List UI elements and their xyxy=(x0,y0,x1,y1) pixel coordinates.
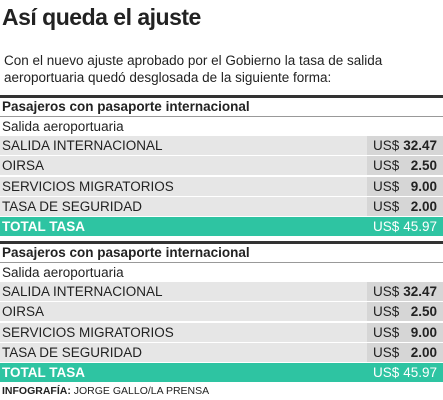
currency: US$ xyxy=(373,198,400,214)
amount: 2.00 xyxy=(410,344,437,360)
footer-label: INFOGRAFÍA: xyxy=(2,385,71,397)
fee-row: TASA DE SEGURIDAD US$ 2.00 xyxy=(0,196,443,216)
currency: US$ xyxy=(373,158,400,174)
currency: US$ xyxy=(373,324,400,340)
section-subheading: Salida aeroportuaria xyxy=(2,265,124,280)
intro: Con el nuevo ajuste aprobado por el Gobi… xyxy=(4,53,383,85)
fee-row: SERVICIOS MIGRATORIOS US$ 9.00 xyxy=(0,176,443,196)
fee-row: OIRSA US$ 2.50 xyxy=(0,302,443,322)
amount-cell: US$ 45.97 xyxy=(367,363,443,383)
amount-cell: US$ 32.47 xyxy=(367,136,443,155)
fee-row: SALIDA INTERNACIONAL US$ 32.47 xyxy=(0,282,443,301)
amount: 32.47 xyxy=(403,284,437,299)
amount-cell: US$ 45.97 xyxy=(367,217,443,237)
amount: 45.97 xyxy=(403,365,437,381)
table-section: Pasajeros con pasaporte internacional Sal… xyxy=(0,95,443,237)
amount-cell: US$ 2.50 xyxy=(367,156,443,176)
amount: 9.00 xyxy=(410,324,437,340)
fee-name: TOTAL TASA xyxy=(2,365,85,381)
fee-name: SERVICIOS MIGRATORIOS xyxy=(2,324,174,340)
fee-name: TASA DE SEGURIDAD xyxy=(2,198,143,214)
currency: US$ xyxy=(373,219,400,235)
total-row: TOTAL TASA US$ 45.97 xyxy=(0,363,443,383)
amount-cell: US$ 2.00 xyxy=(367,342,443,362)
amount: 9.00 xyxy=(410,178,437,194)
currency: US$ xyxy=(373,284,400,299)
currency: US$ xyxy=(373,138,400,153)
amount: 2.00 xyxy=(410,198,437,214)
amount: 45.97 xyxy=(403,219,437,235)
fee-name: SERVICIOS MIGRATORIOS xyxy=(2,178,174,194)
amount-cell: US$ 9.00 xyxy=(367,176,443,196)
fee-row: OIRSA US$ 2.50 xyxy=(0,156,443,176)
section-heading: Pasajeros con pasaporte internacional xyxy=(0,241,443,263)
footer: INFOGRAFÍA: JORGE GALLO/LA PRENSA xyxy=(2,385,209,397)
total-row: TOTAL TASA US$ 45.97 xyxy=(0,217,443,237)
amount: 2.50 xyxy=(410,304,437,320)
fee-name: SALIDA INTERNACIONAL xyxy=(2,138,163,153)
fee-name: OIRSA xyxy=(2,304,45,320)
amount-cell: US$ 2.00 xyxy=(367,196,443,216)
currency: US$ xyxy=(373,365,400,381)
title: Así queda el ajuste xyxy=(2,4,201,30)
amount-cell: US$ 2.50 xyxy=(367,302,443,322)
amount-cell: US$ 9.00 xyxy=(367,322,443,342)
fee-name: TASA DE SEGURIDAD xyxy=(2,344,143,360)
section-subheading: Salida aeroportuaria xyxy=(2,119,124,134)
fee-name: OIRSA xyxy=(2,158,45,174)
fee-name: SALIDA INTERNACIONAL xyxy=(2,284,163,299)
amount: 2.50 xyxy=(410,158,437,174)
amount-cell: US$ 32.47 xyxy=(367,282,443,301)
fee-name: TOTAL TASA xyxy=(2,219,85,235)
table-section: Pasajeros con pasaporte internacional Sal… xyxy=(0,241,443,383)
amount: 32.47 xyxy=(403,138,437,153)
fee-row: TASA DE SEGURIDAD US$ 2.00 xyxy=(0,342,443,362)
footer-credit: JORGE GALLO/LA PRENSA xyxy=(73,385,210,397)
fee-row: SALIDA INTERNACIONAL US$ 32.47 xyxy=(0,136,443,155)
fee-row: SERVICIOS MIGRATORIOS US$ 9.00 xyxy=(0,322,443,342)
currency: US$ xyxy=(373,178,400,194)
currency: US$ xyxy=(373,344,400,360)
currency: US$ xyxy=(373,304,400,320)
section-heading: Pasajeros con pasaporte internacional xyxy=(0,95,443,117)
